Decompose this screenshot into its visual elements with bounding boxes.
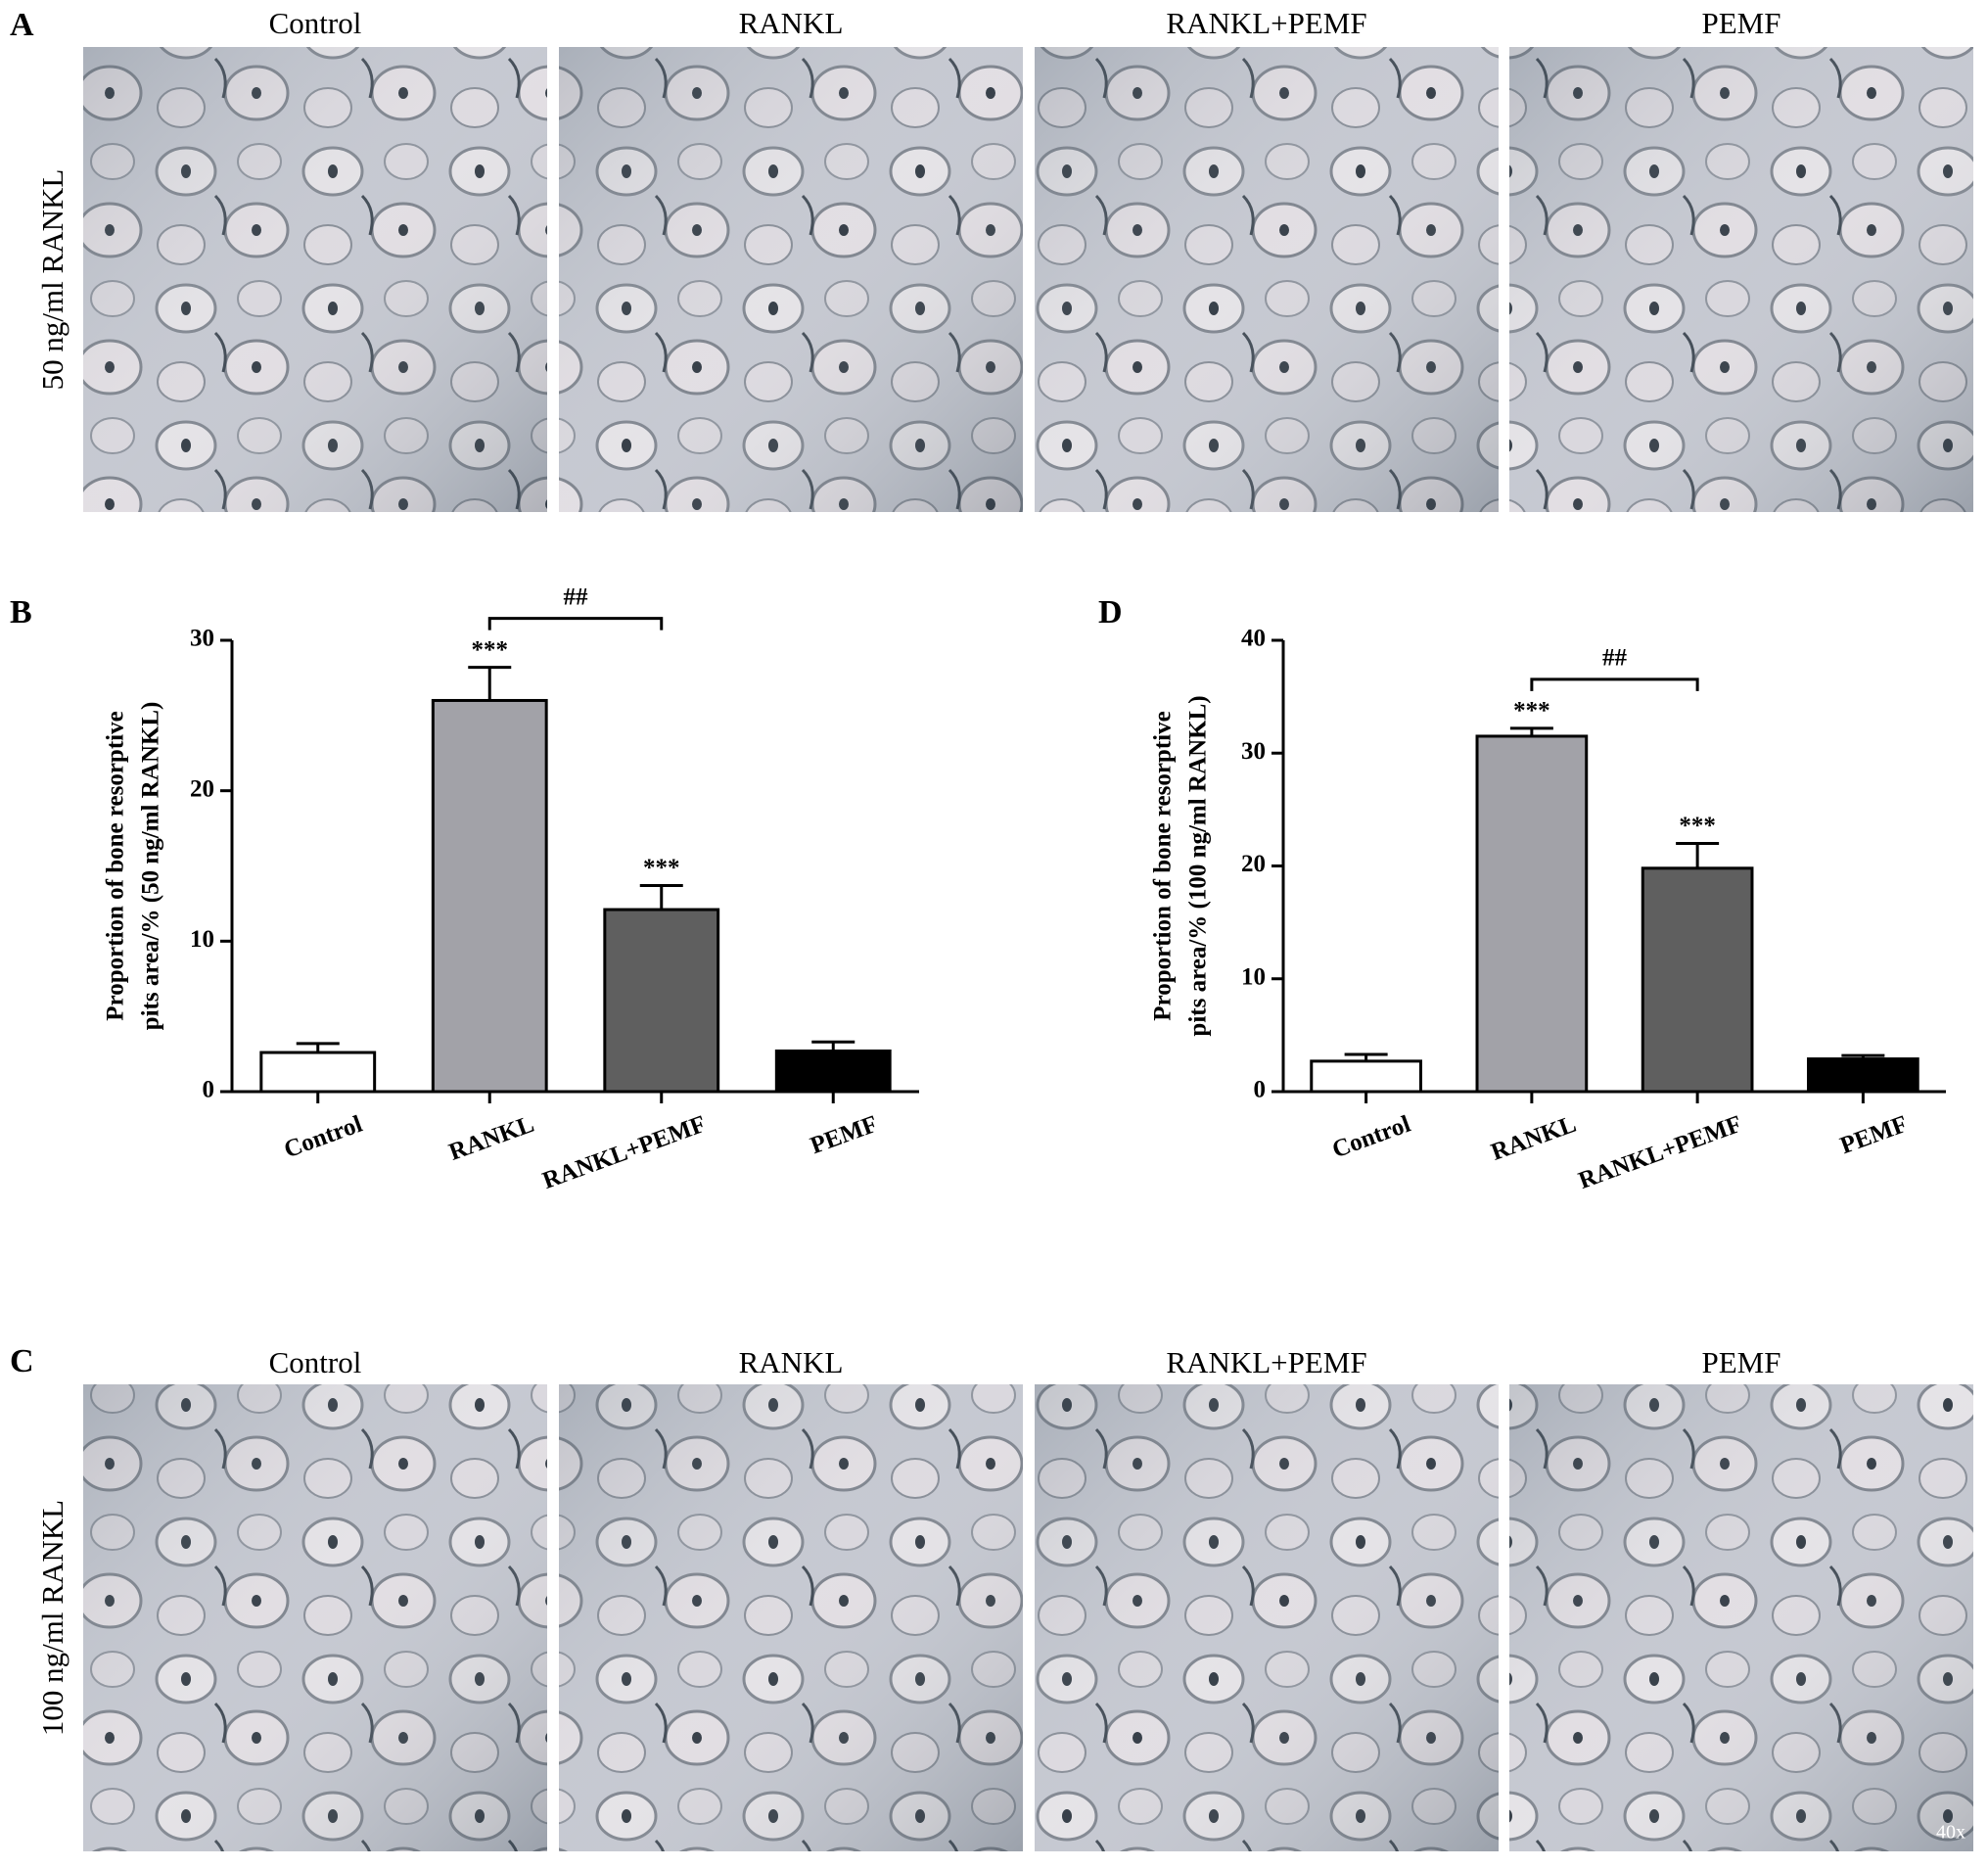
image-title: RANKL+PEMF (1166, 6, 1366, 40)
x-tick-label: RANKL+PEMF (1575, 1111, 1745, 1194)
x-tick-label: PEMF (1837, 1111, 1912, 1160)
bar (774, 1050, 892, 1094)
bracket (1530, 677, 1699, 691)
image-title: RANKL (739, 1345, 844, 1379)
row-label: 50 ng/ml RANKL (35, 169, 69, 391)
micrograph-shade (83, 1384, 547, 1851)
panel-label: D (1098, 594, 1123, 630)
micrograph-shade (1035, 47, 1499, 512)
bar (431, 698, 548, 1094)
panel-label: B (10, 594, 32, 630)
bracket-label: ## (564, 584, 589, 610)
micrograph-shade (83, 47, 547, 512)
bracket (487, 617, 664, 630)
y-tick-label: 20 (190, 775, 214, 802)
image-title: RANKL (739, 6, 844, 40)
panel-label: C (10, 1343, 34, 1379)
image-title: Control (269, 1345, 362, 1379)
y-axis-label: Proportion of bone resorptive (103, 711, 129, 1020)
significance: *** (1679, 813, 1716, 839)
micrograph-shade (1509, 47, 1973, 512)
image-title: PEMF (1702, 6, 1781, 40)
bar (1475, 734, 1589, 1094)
y-tick-label: 40 (1241, 626, 1266, 652)
x-tick-label: RANKL+PEMF (539, 1111, 710, 1194)
significance: *** (1513, 698, 1550, 724)
significance: *** (472, 636, 509, 663)
y-tick-label: 0 (203, 1077, 215, 1103)
x-tick-label: RANKL (445, 1111, 537, 1166)
x-tick-label: RANKL (1488, 1111, 1580, 1166)
y-tick-label: 30 (190, 626, 214, 652)
panel-label: A (10, 7, 34, 43)
bar (1641, 866, 1754, 1094)
y-tick-label: 10 (190, 926, 214, 953)
image-title: RANKL+PEMF (1166, 1345, 1366, 1379)
x-tick-label: PEMF (807, 1111, 881, 1160)
micrograph-shade (1035, 1384, 1499, 1851)
y-tick-label: 20 (1241, 851, 1266, 877)
image-title: PEMF (1702, 1345, 1781, 1379)
row-label: 100 ng/ml RANKL (35, 1500, 69, 1736)
image-title: Control (269, 6, 362, 40)
x-tick-label: Control (1329, 1111, 1414, 1164)
bar (1807, 1057, 1919, 1094)
y-tick-label: 10 (1241, 963, 1266, 990)
bar (603, 908, 720, 1094)
y-axis-label: Proportion of bone resorptive (1150, 711, 1177, 1020)
micrograph-shade (559, 1384, 1023, 1851)
magnification: 40x (1936, 1822, 1965, 1844)
significance: *** (643, 855, 680, 881)
y-axis-label: pits area/% (50 ng/ml RANKL) (138, 702, 164, 1031)
micrograph-shade (559, 47, 1023, 512)
bar (1310, 1059, 1422, 1094)
micrograph-shade (1509, 1384, 1973, 1851)
bracket-label: ## (1602, 645, 1628, 672)
y-tick-label: 0 (1254, 1077, 1267, 1103)
y-axis-label: pits area/% (100 ng/ml RANKL) (1185, 695, 1212, 1036)
y-tick-label: 30 (1241, 738, 1266, 765)
bar (259, 1051, 377, 1094)
x-tick-label: Control (281, 1111, 366, 1164)
